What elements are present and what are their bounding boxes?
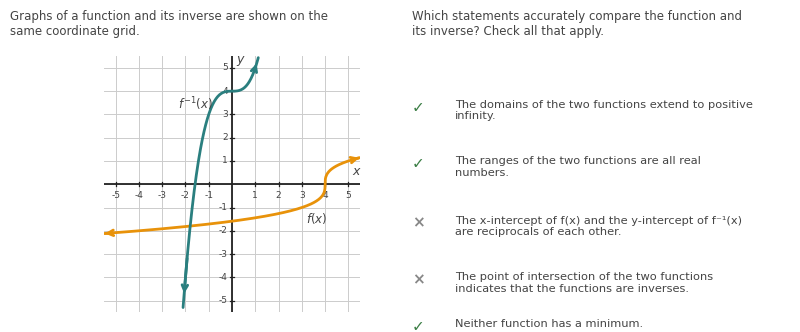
- Text: The x-intercept of f(x) and the y-intercept of f⁻¹(x)
are reciprocals of each ot: The x-intercept of f(x) and the y-interc…: [455, 216, 742, 237]
- Text: 2: 2: [222, 133, 228, 142]
- Text: Which statements accurately compare the function and
its inverse? Check all that: Which statements accurately compare the …: [412, 10, 742, 38]
- Text: The point of intersection of the two functions
indicates that the functions are : The point of intersection of the two fun…: [455, 272, 713, 294]
- Text: 3: 3: [222, 110, 228, 119]
- Text: ✓: ✓: [412, 319, 425, 332]
- Text: 2: 2: [276, 191, 282, 200]
- Text: -5: -5: [219, 296, 228, 305]
- Text: ×: ×: [412, 216, 425, 231]
- Text: Graphs of a function and its inverse are shown on the
same coordinate grid.: Graphs of a function and its inverse are…: [10, 10, 328, 38]
- Text: -4: -4: [219, 273, 228, 282]
- Text: 1: 1: [222, 156, 228, 165]
- Text: $f^{-1}(x)$: $f^{-1}(x)$: [178, 96, 214, 114]
- Text: -2: -2: [181, 191, 190, 200]
- Text: Neither function has a minimum.: Neither function has a minimum.: [455, 319, 643, 329]
- Text: -3: -3: [158, 191, 166, 200]
- Text: 4: 4: [322, 191, 328, 200]
- Text: -1: -1: [219, 203, 228, 212]
- Text: 3: 3: [299, 191, 305, 200]
- Text: -2: -2: [219, 226, 228, 235]
- Text: -1: -1: [204, 191, 214, 200]
- Text: $f(x)$: $f(x)$: [306, 211, 328, 226]
- Text: 4: 4: [222, 87, 228, 96]
- Text: -3: -3: [219, 250, 228, 259]
- Text: The domains of the two functions extend to positive
infinity.: The domains of the two functions extend …: [455, 100, 753, 121]
- Text: -4: -4: [134, 191, 143, 200]
- Text: The ranges of the two functions are all real
numbers.: The ranges of the two functions are all …: [455, 156, 701, 178]
- Text: ×: ×: [412, 272, 425, 287]
- Text: ✓: ✓: [412, 156, 425, 171]
- Text: y: y: [236, 53, 243, 66]
- Text: 1: 1: [252, 191, 258, 200]
- Text: 5: 5: [346, 191, 351, 200]
- Text: ✓: ✓: [412, 100, 425, 115]
- Text: -5: -5: [111, 191, 120, 200]
- Text: x: x: [353, 165, 360, 178]
- Text: 5: 5: [222, 63, 228, 72]
